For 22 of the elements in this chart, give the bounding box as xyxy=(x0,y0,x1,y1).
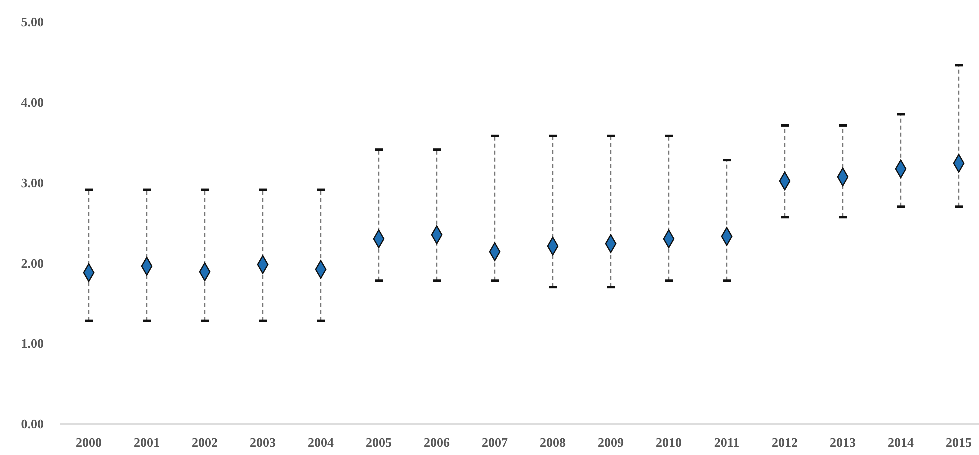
x-tick-label: 2005 xyxy=(366,435,392,450)
x-tick-label: 2002 xyxy=(192,435,218,450)
x-tick-label: 2013 xyxy=(830,435,856,450)
x-tick-label: 2001 xyxy=(134,435,160,450)
x-tick-label: 2008 xyxy=(540,435,566,450)
x-tick-label: 2009 xyxy=(598,435,624,450)
x-tick-label: 2015 xyxy=(946,435,972,450)
x-tick-label: 2010 xyxy=(656,435,682,450)
y-tick-label: 4.00 xyxy=(21,94,44,110)
x-tick-label: 2003 xyxy=(250,435,276,450)
x-tick-label: 2011 xyxy=(714,435,740,450)
x-tick-label: 2000 xyxy=(76,435,102,450)
y-tick-label: 5.00 xyxy=(21,14,44,30)
y-tick-label: 2.00 xyxy=(21,256,44,271)
y-tick-label: 0.00 xyxy=(21,416,44,432)
x-tick-label: 2004 xyxy=(308,435,334,450)
x-tick-label: 2006 xyxy=(424,435,450,450)
y-tick-label: 1.00 xyxy=(21,336,44,352)
x-tick-label: 2014 xyxy=(888,435,914,450)
y-tick-label: 3.00 xyxy=(21,175,44,190)
x-tick-label: 2007 xyxy=(482,435,508,450)
x-tick-label: 2012 xyxy=(772,435,798,450)
